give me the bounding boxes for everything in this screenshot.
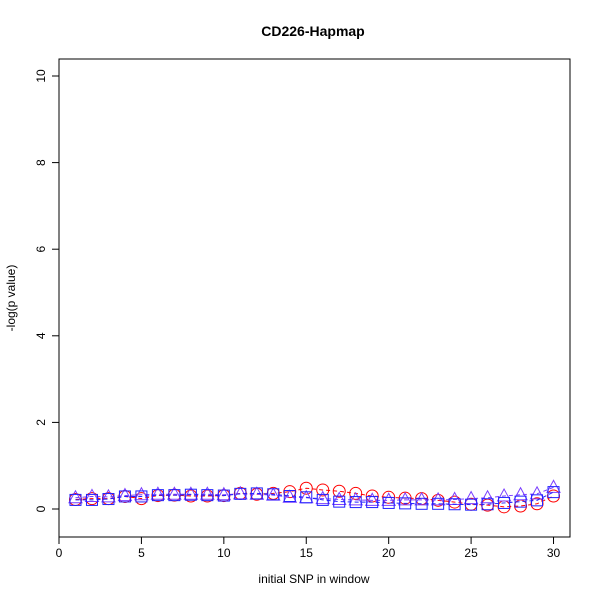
data-point-triangle (150, 486, 166, 500)
data-point-square (300, 491, 313, 504)
data-point-triangle (134, 486, 149, 501)
series-circle (68, 481, 561, 514)
data-point-triangle (68, 489, 83, 504)
x-tick-label: 15 (300, 546, 314, 560)
data-point-square (234, 487, 247, 500)
data-point-triangle (216, 486, 232, 501)
data-point-triangle (529, 485, 545, 500)
y-axis-label: -log(p value) (4, 265, 18, 332)
data-point-square (85, 493, 98, 506)
data-point-square (118, 490, 131, 503)
x-tick-label: 25 (464, 546, 478, 560)
data-point-triangle (397, 491, 413, 506)
data-point-square (465, 498, 478, 511)
data-point-triangle (463, 490, 479, 505)
series-line (75, 491, 554, 506)
data-point-square (399, 497, 412, 510)
x-axis: 0 5 10 15 20 25 30 (56, 536, 561, 560)
data-point-circle (547, 489, 561, 503)
y-tick-label: 10 (34, 69, 48, 83)
data-point-square (531, 494, 544, 507)
series-layer (68, 479, 561, 514)
data-point-triangle (167, 486, 182, 500)
data-point-square (415, 497, 428, 510)
data-point-triangle (496, 487, 512, 502)
data-point-square (184, 488, 197, 501)
data-point-square (267, 488, 280, 501)
data-point-triangle (183, 486, 199, 500)
data-point-square (498, 496, 511, 509)
y-tick-label: 8 (34, 159, 48, 166)
data-point-triangle (513, 486, 528, 501)
data-point-triangle (117, 487, 133, 502)
x-tick-label: 30 (547, 546, 561, 560)
data-point-circle (332, 484, 346, 498)
data-point-triangle (348, 491, 364, 506)
data-point-square (514, 495, 527, 508)
data-point-square (102, 493, 115, 506)
data-point-triangle (200, 486, 215, 500)
y-tick-label: 2 (34, 419, 48, 426)
data-point-square (333, 495, 346, 508)
x-tick-label: 20 (382, 546, 396, 560)
data-point-triangle (414, 491, 429, 506)
data-point-square (316, 493, 329, 506)
chart-title: CD226-Hapmap (261, 23, 364, 39)
y-tick-label: 4 (34, 332, 48, 339)
data-point-triangle (101, 488, 116, 503)
data-point-circle (299, 481, 313, 495)
data-point-square (432, 497, 445, 510)
data-point-square (135, 490, 148, 503)
data-point-square (69, 493, 82, 506)
data-point-square (382, 496, 395, 509)
y-tick-label: 0 (34, 505, 48, 512)
data-point-triangle (84, 488, 100, 502)
data-point-square (217, 489, 230, 502)
data-point-triangle (381, 492, 397, 506)
data-point-triangle (315, 490, 331, 505)
data-point-square (366, 496, 379, 509)
data-point-triangle (480, 489, 495, 504)
data-point-square (481, 498, 494, 511)
data-point-square (168, 489, 181, 502)
data-point-triangle (364, 492, 380, 506)
plot-frame (58, 58, 571, 538)
data-point-square (349, 496, 362, 509)
y-tick-label: 6 (34, 246, 48, 253)
data-point-square (201, 489, 214, 502)
data-point-square (448, 498, 461, 511)
x-tick-label: 0 (56, 546, 63, 560)
data-point-circle (316, 483, 330, 497)
series-square (69, 486, 560, 511)
data-point-square (283, 490, 296, 503)
data-point-square (547, 486, 560, 499)
x-tick-label: 10 (217, 546, 231, 560)
data-point-triangle (430, 491, 446, 506)
y-axis: 0 2 4 6 8 10 (34, 69, 60, 512)
x-tick-label: 5 (138, 546, 145, 560)
x-axis-label: initial SNP in window (258, 572, 369, 586)
data-point-square (250, 487, 263, 500)
data-point-square (151, 489, 164, 502)
data-point-triangle (331, 491, 347, 505)
